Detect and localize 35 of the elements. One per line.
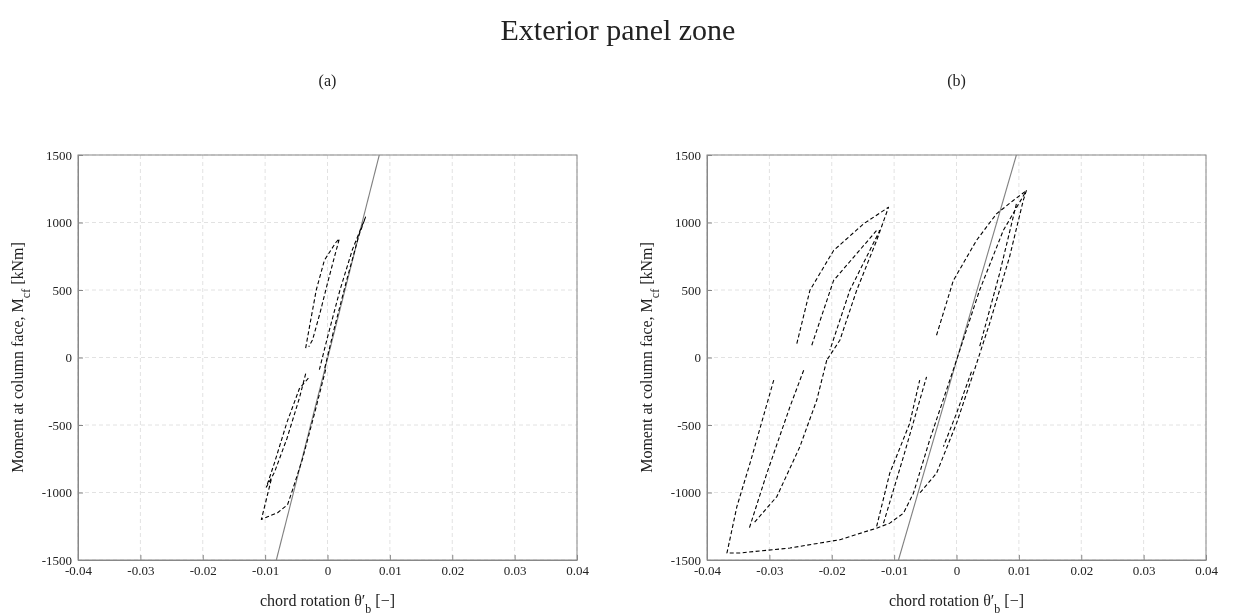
x-tick-label: 0.02 xyxy=(441,563,465,579)
y-tick-label: -500 xyxy=(677,417,701,433)
x-tick-label: 0.01 xyxy=(379,563,402,579)
x-tick-label: 0.04 xyxy=(1195,563,1219,579)
chart-subtitle: (a) xyxy=(318,72,337,90)
x-tick-label: 0.03 xyxy=(503,563,527,579)
y-tick-label: 500 xyxy=(52,282,72,298)
y-tick-label: -1500 xyxy=(670,552,701,568)
x-tick-label: -0.01 xyxy=(881,563,909,579)
y-tick-label: 1000 xyxy=(46,215,72,231)
x-tick-label: -0.03 xyxy=(127,563,155,579)
y-tick-label: 0 xyxy=(694,350,701,366)
y-tick-label: 1000 xyxy=(675,215,701,231)
x-tick-label: 0.01 xyxy=(1008,563,1031,579)
x-tick-label: 0 xyxy=(324,563,332,579)
x-axis-title: chord rotation θ′$_{b}$ [−] xyxy=(259,592,396,613)
x-tick-label: -0.01 xyxy=(252,563,280,579)
x-axis-title: chord rotation θ′$_{b}$ [−] xyxy=(888,592,1025,613)
x-tick-label: 0.04 xyxy=(566,563,590,579)
y-tick-label: -1000 xyxy=(41,485,72,501)
y-tick-label: -1500 xyxy=(41,552,72,568)
y-tick-label: -500 xyxy=(48,417,72,433)
y-tick-label: -1000 xyxy=(670,485,701,501)
y-tick-label: 0 xyxy=(65,350,72,366)
chart-subtitle: (b) xyxy=(947,72,966,90)
x-tick-label: -0.03 xyxy=(756,563,784,579)
x-tick-label: 0.03 xyxy=(1132,563,1156,579)
x-tick-label: -0.02 xyxy=(189,563,217,579)
y-tick-label: 1500 xyxy=(46,147,72,163)
x-tick-label: 0 xyxy=(953,563,961,579)
chart-title: Exterior panel zone xyxy=(500,13,736,46)
x-tick-label: -0.02 xyxy=(818,563,846,579)
y-tick-label: 500 xyxy=(681,282,701,298)
y-tick-label: 1500 xyxy=(675,147,701,163)
x-tick-label: 0.02 xyxy=(1070,563,1094,579)
